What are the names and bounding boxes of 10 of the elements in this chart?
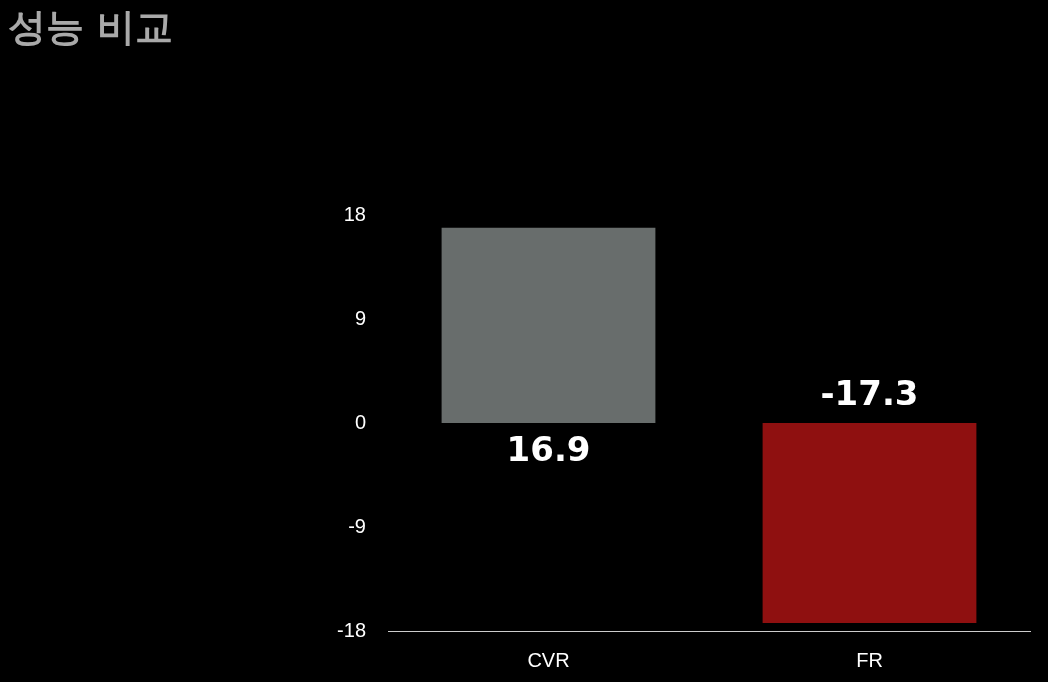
x-tick-label: CVR: [527, 648, 570, 671]
y-tick-label: -9: [348, 514, 366, 537]
data-label: -17.3: [820, 372, 919, 413]
y-tick-label: -18: [337, 618, 366, 641]
x-tick-label: FR: [856, 648, 883, 671]
y-tick-label: 18: [343, 202, 366, 225]
chart-title: 성능 비교: [8, 4, 174, 51]
y-tick-label: 9: [354, 306, 366, 329]
data-label: 16.9: [506, 428, 591, 469]
y-tick-label: 0: [354, 410, 366, 433]
